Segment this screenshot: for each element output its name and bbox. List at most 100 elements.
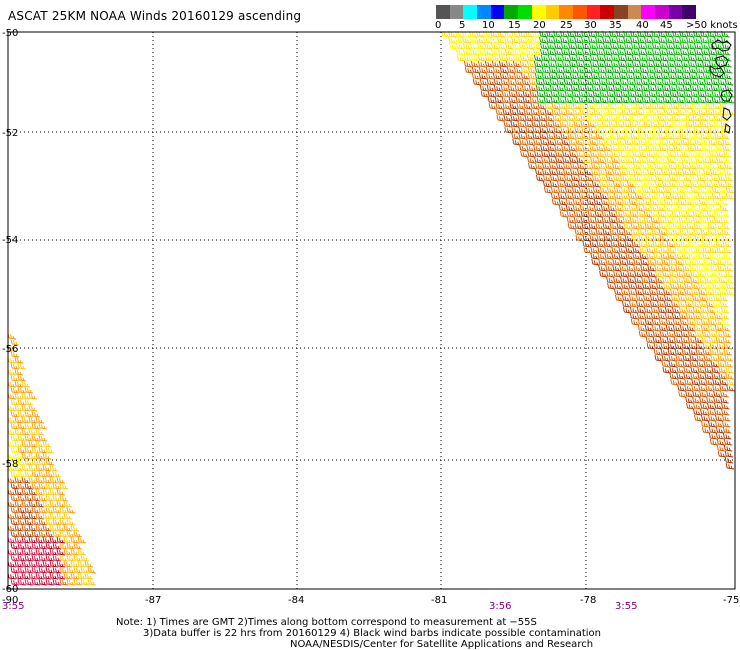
wind-barb bbox=[659, 54, 669, 62]
wind-barb bbox=[24, 554, 34, 562]
wind-barb bbox=[530, 102, 540, 110]
wind-barb bbox=[722, 42, 731, 50]
wind-barb bbox=[498, 48, 507, 56]
wind-barb bbox=[691, 378, 700, 386]
wind-barb bbox=[625, 246, 634, 254]
wind-barb bbox=[626, 78, 636, 86]
wind-barb bbox=[550, 192, 560, 200]
wind-barb bbox=[575, 144, 584, 152]
wind-barb bbox=[589, 54, 599, 62]
wind-barb bbox=[629, 294, 638, 302]
wind-barb bbox=[722, 138, 731, 146]
wind-barb bbox=[563, 162, 572, 170]
wind-barb bbox=[639, 246, 648, 254]
wind-barb bbox=[448, 30, 457, 38]
wind-barb bbox=[70, 524, 80, 532]
wind-barb bbox=[635, 288, 644, 296]
wind-barb bbox=[722, 48, 731, 56]
wind-barb bbox=[516, 102, 526, 110]
wind-barb bbox=[657, 306, 667, 314]
wind-barb bbox=[658, 324, 668, 332]
wind-barb bbox=[529, 96, 539, 104]
wind-barb bbox=[595, 222, 605, 230]
wind-barb bbox=[583, 66, 593, 74]
wind-barb bbox=[614, 288, 623, 296]
wind-barb bbox=[684, 378, 693, 386]
wind-barb bbox=[441, 30, 450, 38]
wind-barb bbox=[484, 48, 493, 56]
scale-swatch bbox=[436, 5, 450, 19]
wind-barb bbox=[24, 578, 34, 586]
wind-barb bbox=[610, 42, 619, 50]
wind-barb bbox=[587, 120, 596, 128]
wind-barb bbox=[501, 90, 511, 98]
wind-barb bbox=[624, 48, 633, 56]
wind-barb bbox=[716, 348, 726, 356]
wind-barb bbox=[700, 132, 709, 140]
wind-barb bbox=[719, 108, 729, 116]
wind-barb bbox=[675, 180, 685, 188]
wind-barb bbox=[653, 156, 662, 164]
wind-barb bbox=[690, 276, 699, 284]
wind-barb bbox=[602, 132, 611, 140]
wind-barb bbox=[651, 30, 660, 38]
wind-barb bbox=[702, 66, 712, 74]
wind-barb bbox=[561, 60, 571, 68]
wind-barb bbox=[606, 276, 615, 284]
wind-barb bbox=[523, 108, 533, 116]
wind-barb bbox=[581, 228, 591, 236]
wind-barb bbox=[14, 392, 24, 400]
wind-barb bbox=[698, 384, 707, 392]
wind-barb bbox=[654, 78, 664, 86]
wind-barb bbox=[21, 440, 31, 448]
wind-barb bbox=[17, 554, 27, 562]
wind-barb bbox=[665, 318, 675, 326]
wind-barb bbox=[675, 360, 684, 368]
wind-barb bbox=[633, 264, 642, 272]
wind-barb bbox=[714, 324, 724, 332]
wind-barb bbox=[704, 174, 713, 182]
wind-barb bbox=[580, 216, 590, 224]
wind-barb bbox=[557, 90, 567, 98]
wind-barb bbox=[692, 390, 701, 398]
wind-barb bbox=[624, 54, 634, 62]
wind-barb bbox=[678, 312, 688, 320]
wind-barb bbox=[646, 72, 656, 80]
wind-barb bbox=[654, 264, 663, 272]
wind-barb bbox=[721, 132, 730, 140]
wind-barb bbox=[598, 264, 607, 272]
wind-barb bbox=[627, 192, 637, 200]
wind-barb bbox=[647, 78, 657, 86]
wind-barb bbox=[637, 30, 646, 38]
wind-barb bbox=[638, 330, 648, 338]
wind-barb bbox=[620, 186, 630, 194]
wind-barb bbox=[685, 312, 695, 320]
wind-barb bbox=[646, 66, 656, 74]
wind-barb bbox=[720, 114, 730, 122]
wind-barb bbox=[52, 518, 62, 526]
wind-barb bbox=[10, 362, 20, 370]
wind-barb bbox=[678, 390, 687, 398]
wind-barb bbox=[629, 114, 639, 122]
wind-barb bbox=[28, 392, 38, 400]
wind-barb bbox=[640, 264, 649, 272]
wind-barb bbox=[721, 408, 730, 416]
wind-barb bbox=[690, 366, 699, 374]
wind-barb bbox=[603, 240, 612, 248]
wind-barb bbox=[645, 48, 654, 56]
wind-barb bbox=[630, 30, 639, 38]
wind-barb bbox=[649, 288, 658, 296]
wind-barb bbox=[525, 30, 534, 38]
wind-barb bbox=[659, 240, 668, 248]
wind-barb bbox=[607, 204, 617, 212]
wind-barb bbox=[657, 120, 666, 128]
wind-barb bbox=[611, 72, 621, 80]
wind-barb bbox=[621, 102, 631, 110]
wind-barb bbox=[610, 240, 619, 248]
scale-swatch bbox=[545, 5, 560, 19]
wind-barb bbox=[38, 530, 48, 538]
wind-barb bbox=[520, 150, 529, 158]
wind-barb bbox=[661, 84, 671, 92]
scale-swatch bbox=[504, 5, 519, 19]
wind-barb bbox=[634, 174, 643, 182]
